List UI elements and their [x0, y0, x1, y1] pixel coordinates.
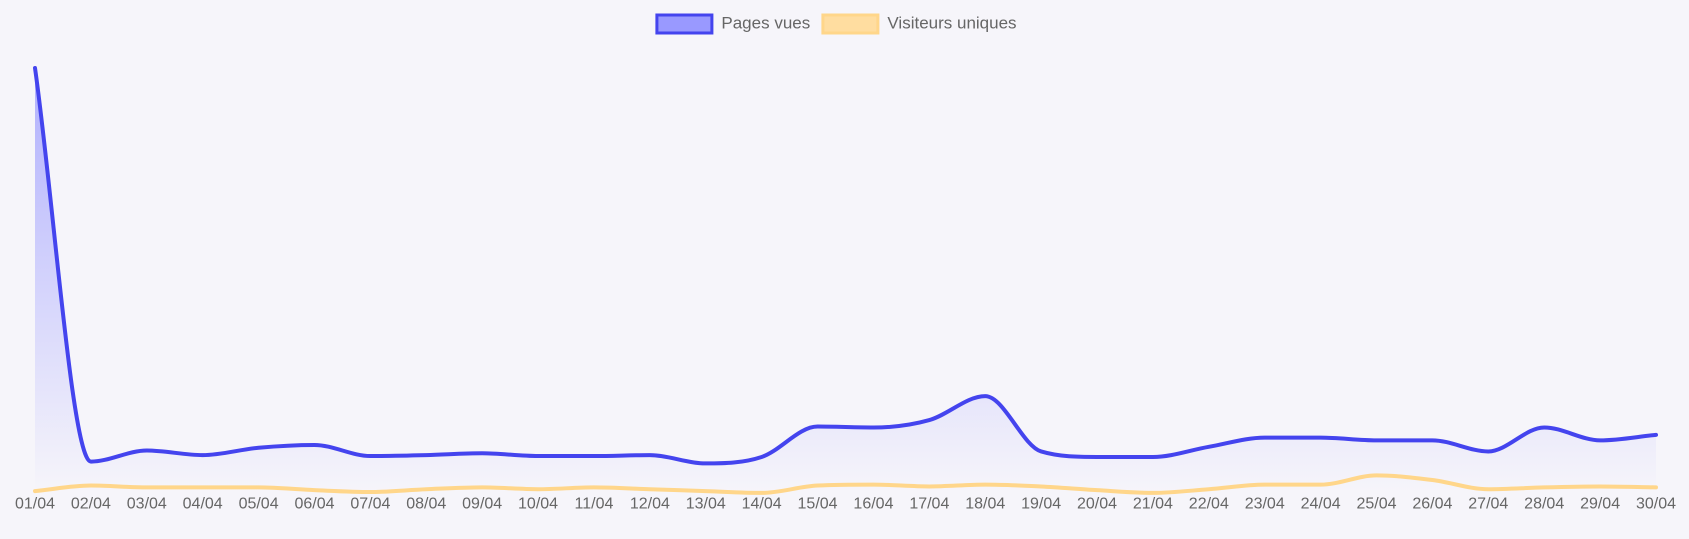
data-point-pages-vues[interactable]: [812, 421, 824, 433]
data-point-visiteurs-uniques[interactable]: [923, 480, 935, 492]
data-point-visiteurs-uniques[interactable]: [420, 483, 432, 495]
x-tick-label: 26/04: [1412, 495, 1452, 512]
data-point-pages-vues[interactable]: [1650, 429, 1662, 441]
x-tick-label: 23/04: [1245, 495, 1285, 512]
data-point-visiteurs-uniques[interactable]: [644, 483, 656, 495]
x-tick-label: 11/04: [575, 495, 614, 512]
x-tick-label: 04/04: [183, 495, 223, 512]
data-point-pages-vues[interactable]: [29, 62, 41, 74]
x-tick-label: 20/04: [1077, 495, 1117, 512]
data-point-visiteurs-uniques[interactable]: [1259, 479, 1271, 491]
data-point-visiteurs-uniques[interactable]: [253, 481, 265, 493]
data-point-pages-vues[interactable]: [476, 447, 488, 459]
series-line-pages-vues[interactable]: [33, 66, 1658, 466]
data-point-pages-vues[interactable]: [1426, 434, 1438, 446]
data-point-pages-vues[interactable]: [923, 414, 935, 426]
x-tick-label: 07/04: [350, 495, 390, 512]
x-tick-label: 10/04: [518, 495, 558, 512]
x-tick-label: 01/04: [15, 495, 55, 512]
data-point-pages-vues[interactable]: [532, 450, 544, 462]
data-point-pages-vues[interactable]: [253, 442, 265, 454]
x-tick-label: 05/04: [239, 495, 279, 512]
x-tick-label: 03/04: [127, 495, 167, 512]
x-tick-label: 15/04: [798, 495, 838, 512]
data-point-pages-vues[interactable]: [1371, 434, 1383, 446]
x-tick-label: 29/04: [1580, 495, 1620, 512]
data-point-visiteurs-uniques[interactable]: [141, 481, 153, 493]
data-point-pages-vues[interactable]: [1538, 421, 1550, 433]
data-point-visiteurs-uniques[interactable]: [867, 479, 879, 491]
data-point-visiteurs-uniques[interactable]: [1315, 479, 1327, 491]
plot-area: [29, 62, 1662, 496]
x-tick-label: 02/04: [71, 495, 111, 512]
data-point-visiteurs-uniques[interactable]: [476, 481, 488, 493]
series-line-visiteurs-uniques[interactable]: [33, 473, 1658, 495]
x-tick-label: 14/04: [742, 495, 782, 512]
data-point-pages-vues[interactable]: [700, 457, 712, 469]
x-tick-label: 17/04: [909, 495, 949, 512]
data-point-visiteurs-uniques[interactable]: [1538, 481, 1550, 493]
x-tick-label: 06/04: [294, 495, 334, 512]
data-point-pages-vues[interactable]: [1035, 445, 1047, 457]
data-point-visiteurs-uniques[interactable]: [1650, 481, 1662, 493]
data-point-pages-vues[interactable]: [141, 445, 153, 457]
data-point-pages-vues[interactable]: [588, 450, 600, 462]
chart-legend: Pages vues Visiteurs uniques: [655, 13, 1017, 35]
x-tick-label: 27/04: [1468, 495, 1508, 512]
data-point-pages-vues[interactable]: [867, 421, 879, 433]
data-point-pages-vues[interactable]: [197, 449, 209, 461]
x-tick-label: 30/04: [1636, 495, 1676, 512]
x-tick-label: 18/04: [965, 495, 1005, 512]
legend-swatch: [655, 13, 714, 35]
data-point-pages-vues[interactable]: [1091, 451, 1103, 463]
data-point-pages-vues[interactable]: [1482, 445, 1494, 457]
data-point-pages-vues[interactable]: [308, 439, 320, 451]
data-point-pages-vues[interactable]: [979, 390, 991, 402]
data-point-visiteurs-uniques[interactable]: [308, 484, 320, 496]
data-point-visiteurs-uniques[interactable]: [532, 483, 544, 495]
data-point-visiteurs-uniques[interactable]: [979, 479, 991, 491]
data-point-visiteurs-uniques[interactable]: [1594, 480, 1606, 492]
legend-item-visiteurs-uniques[interactable]: Visiteurs uniques: [821, 13, 1017, 35]
x-tick-label: 19/04: [1021, 495, 1061, 512]
x-tick-label: 13/04: [686, 495, 726, 512]
legend-label: Pages vues: [721, 13, 810, 32]
data-point-pages-vues[interactable]: [644, 449, 656, 461]
data-point-visiteurs-uniques[interactable]: [85, 480, 97, 492]
x-tick-label: 09/04: [462, 495, 502, 512]
x-tick-label: 21/04: [1133, 495, 1173, 512]
data-point-pages-vues[interactable]: [1147, 451, 1159, 463]
x-tick-label: 24/04: [1301, 495, 1341, 512]
data-point-visiteurs-uniques[interactable]: [1091, 484, 1103, 496]
legend-label: Visiteurs uniques: [887, 13, 1016, 32]
data-point-pages-vues[interactable]: [1594, 434, 1606, 446]
x-tick-label: 12/04: [630, 495, 670, 512]
data-point-visiteurs-uniques[interactable]: [1203, 483, 1215, 495]
legend-swatch: [821, 13, 880, 35]
data-point-visiteurs-uniques[interactable]: [588, 481, 600, 493]
data-point-pages-vues[interactable]: [85, 456, 97, 468]
x-tick-label: 25/04: [1356, 495, 1396, 512]
data-point-pages-vues[interactable]: [1259, 432, 1271, 444]
x-axis: 01/04 02/04 03/04 04/04 05/04 06/04 07/04 08/04…: [15, 495, 1676, 512]
legend-item-pages-vues[interactable]: Pages vues: [655, 13, 810, 35]
x-tick-label: 16/04: [853, 495, 893, 512]
data-point-visiteurs-uniques[interactable]: [1482, 483, 1494, 495]
data-point-visiteurs-uniques[interactable]: [812, 480, 824, 492]
data-point-visiteurs-uniques[interactable]: [1371, 469, 1383, 481]
data-point-pages-vues[interactable]: [420, 449, 432, 461]
x-tick-label: 08/04: [406, 495, 446, 512]
data-point-pages-vues[interactable]: [756, 451, 768, 463]
data-point-visiteurs-uniques[interactable]: [1426, 474, 1438, 486]
data-point-pages-vues[interactable]: [1203, 441, 1215, 453]
data-point-pages-vues[interactable]: [364, 450, 376, 462]
data-point-visiteurs-uniques[interactable]: [197, 481, 209, 493]
x-tick-label: 28/04: [1524, 495, 1564, 512]
data-point-pages-vues[interactable]: [1315, 432, 1327, 444]
x-tick-label: 22/04: [1189, 495, 1229, 512]
data-point-visiteurs-uniques[interactable]: [1035, 480, 1047, 492]
